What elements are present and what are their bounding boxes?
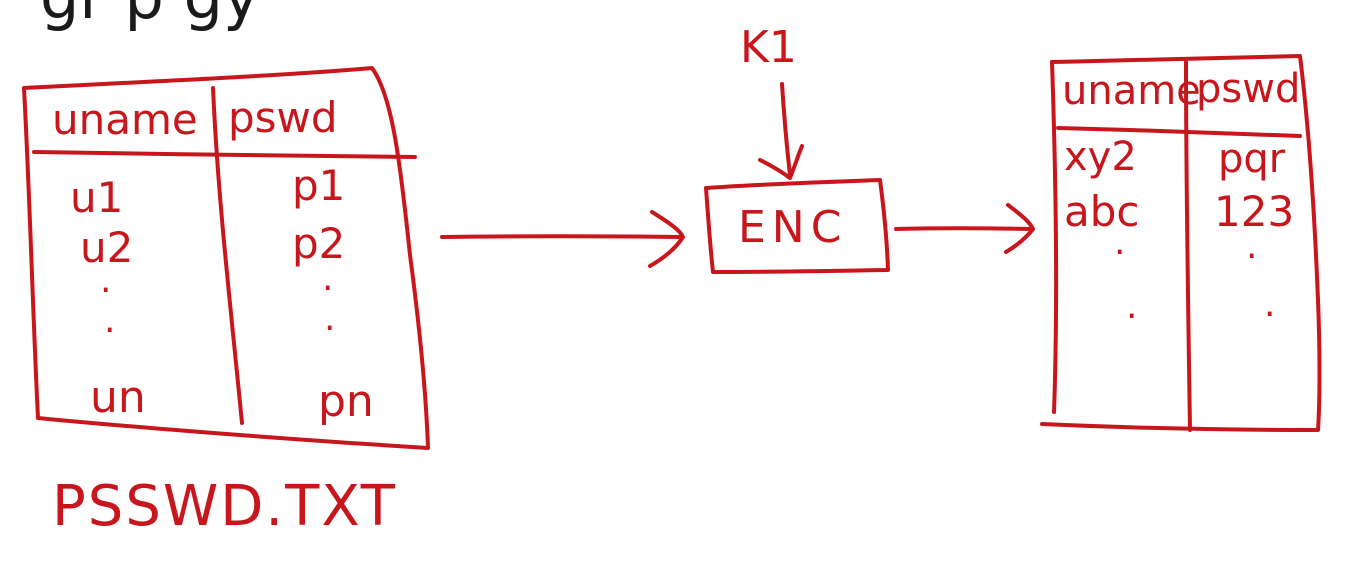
heading-fragment-text: gr p gy <box>40 0 260 33</box>
encrypted-table-column-divider <box>1184 60 1192 432</box>
encrypted-row-2-user: abc <box>1064 187 1140 236</box>
encrypted-table-header-uname: uname <box>1062 68 1201 114</box>
encrypted-table-header-divider <box>1056 126 1302 138</box>
arrow-enc-to-encrypted-shaft <box>894 226 1032 231</box>
plain-table-header-pswd: pswd <box>228 93 338 142</box>
plain-password-table: uname pswd u1 p1 u2 p2 . . . . un pn <box>22 66 430 450</box>
encrypted-row-1-user: xy2 <box>1064 134 1137 180</box>
encrypted-row-2-password: 123 <box>1214 187 1294 236</box>
key-label: K1 <box>740 22 797 73</box>
plain-row-1-password: p1 <box>292 161 345 210</box>
plain-row-2-user: u2 <box>80 223 133 272</box>
encryption-box-border <box>704 178 890 274</box>
plain-table-column-divider <box>211 86 244 425</box>
plain-row-1-user: u1 <box>70 173 123 222</box>
encryption-box: ENC <box>704 178 890 274</box>
encryption-box-label: ENC <box>738 202 847 253</box>
plain-row-3-user: . <box>100 260 111 301</box>
plain-row-2-password: p2 <box>292 219 345 268</box>
plain-row-5-password: pn <box>318 376 374 427</box>
encrypted-row-4-user: . <box>1126 286 1137 327</box>
encrypted-table-border <box>1040 54 1322 432</box>
encrypted-row-3-user: . <box>1114 222 1125 263</box>
arrow-key-to-enc <box>758 82 804 180</box>
password-file-caption: PSSWD.TXT <box>52 474 397 539</box>
plain-row-4-user: . <box>104 300 115 341</box>
arrow-table-to-enc <box>440 210 685 268</box>
encrypted-table-header-pswd: pswd <box>1196 66 1300 112</box>
encrypted-table-left-edge <box>1050 60 1059 414</box>
arrow-enc-to-encrypted <box>894 203 1035 254</box>
encrypted-row-4-password: . <box>1264 284 1275 325</box>
arrow-key-to-enc-head <box>758 144 804 180</box>
plain-table-border <box>22 66 430 450</box>
arrow-key-to-enc-shaft <box>780 82 792 177</box>
plain-row-5-user: un <box>90 372 146 423</box>
arrow-enc-to-encrypted-head <box>1004 203 1035 254</box>
plain-row-3-password: . <box>322 258 333 299</box>
plain-table-header-uname: uname <box>52 95 198 144</box>
arrow-table-to-enc-shaft <box>440 234 682 239</box>
arrow-table-to-enc-head <box>648 210 685 268</box>
heading-fragment: gr p gy <box>40 0 260 33</box>
plain-row-4-password: . <box>324 298 335 339</box>
encrypted-password-table: uname pswd xy2 pqr abc 123 . . . . <box>1040 54 1322 432</box>
encrypted-row-1-password: pqr <box>1218 136 1286 182</box>
plain-table-header-divider <box>32 150 417 159</box>
encrypted-row-3-password: . <box>1246 226 1257 267</box>
